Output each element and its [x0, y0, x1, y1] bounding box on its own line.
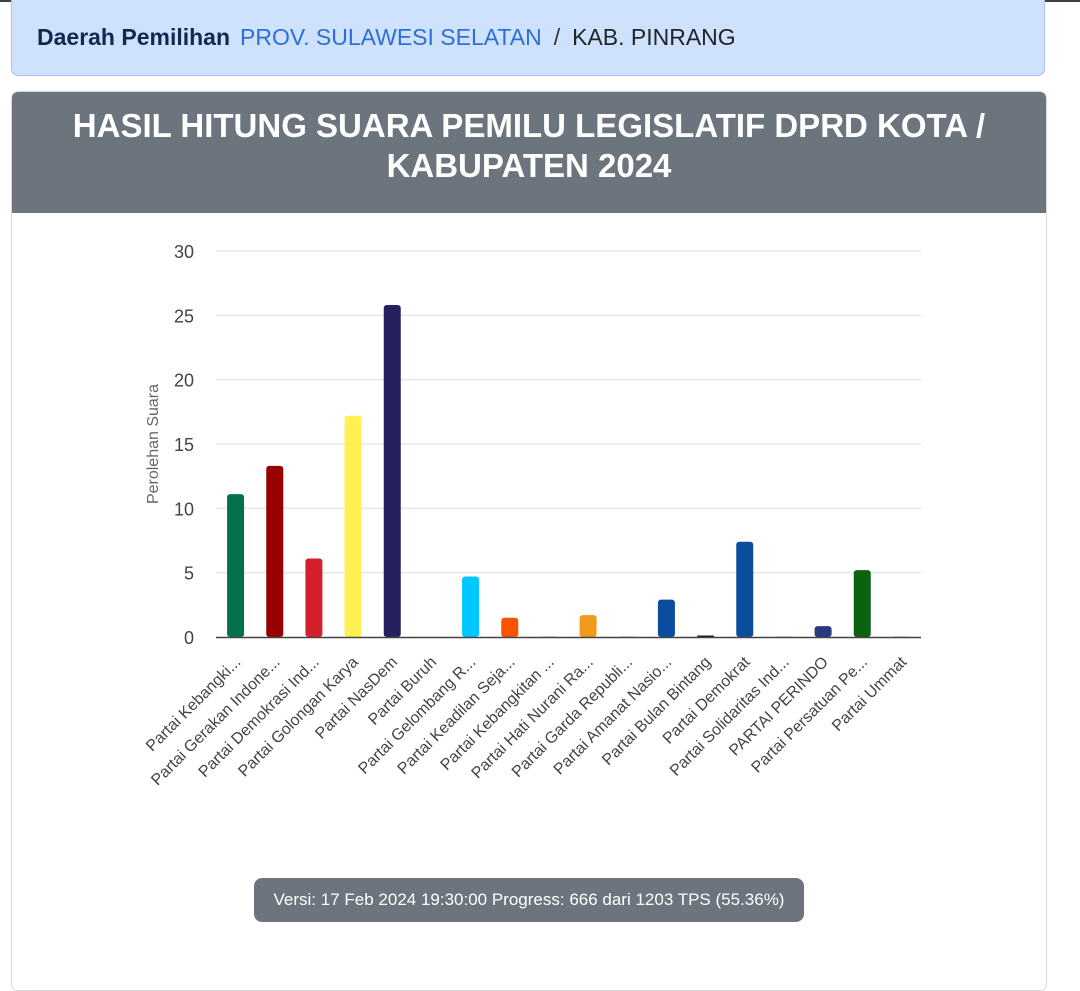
results-card: HASIL HITUNG SUARA PEMILU LEGISLATIF DPR…: [11, 91, 1047, 991]
breadcrumb: Daerah Pemilihan PROV. SULAWESI SELATAN / K…: [37, 23, 736, 51]
bar[interactable]: [814, 626, 832, 637]
breadcrumb-separator: /: [553, 24, 561, 50]
bar[interactable]: [344, 415, 362, 637]
version-progress-badge: Versi: 17 Feb 2024 19:30:00 Progress: 66…: [254, 878, 804, 922]
y-axis-label: Perolehan Suara: [145, 384, 162, 504]
bar[interactable]: [383, 305, 401, 637]
bar[interactable]: [462, 576, 480, 637]
bar[interactable]: [853, 570, 871, 637]
bar[interactable]: [501, 617, 519, 637]
y-tick-label: 5: [184, 564, 194, 584]
y-tick-label: 10: [174, 499, 194, 519]
y-tick-label: 0: [184, 628, 194, 648]
bar[interactable]: [657, 599, 675, 637]
electoral-district-bar: Daerah Pemilihan PROV. SULAWESI SELATAN / K…: [11, 0, 1045, 76]
y-axis-ticks: 0 5 10 15 20 25 30: [174, 242, 194, 648]
bar-chart: 0 5 10 15 20 25 30 Perolehan Suara Partai Keba…: [143, 242, 921, 789]
chart-gridlines: [216, 250, 921, 574]
bar[interactable]: [227, 494, 245, 637]
y-tick-label: 30: [174, 242, 194, 262]
breadcrumb-label: Daerah Pemilihan: [37, 24, 231, 50]
bar[interactable]: [305, 558, 323, 637]
card-title: HASIL HITUNG SUARA PEMILU LEGISLATIF DPR…: [12, 106, 1046, 186]
card-header: HASIL HITUNG SUARA PEMILU LEGISLATIF DPR…: [12, 92, 1046, 213]
breadcrumb-current: KAB. PINRANG: [572, 24, 736, 50]
y-tick-label: 15: [174, 435, 194, 455]
chart-bars: [227, 305, 910, 637]
x-axis-labels: Partai Kebangki...Partai Gerakan Indone.…: [143, 653, 911, 789]
bar[interactable]: [266, 465, 284, 637]
breadcrumb-province-link[interactable]: PROV. SULAWESI SELATAN: [240, 24, 542, 50]
card-title-line-1: HASIL HITUNG SUARA PEMILU LEGISLATIF DPR…: [72, 107, 986, 144]
bar[interactable]: [697, 635, 715, 638]
bar[interactable]: [736, 541, 754, 637]
y-tick-label: 25: [174, 306, 194, 326]
y-tick-label: 20: [174, 371, 194, 391]
card-title-line-2: KABUPATEN 2024: [386, 147, 672, 184]
bar[interactable]: [579, 615, 597, 637]
